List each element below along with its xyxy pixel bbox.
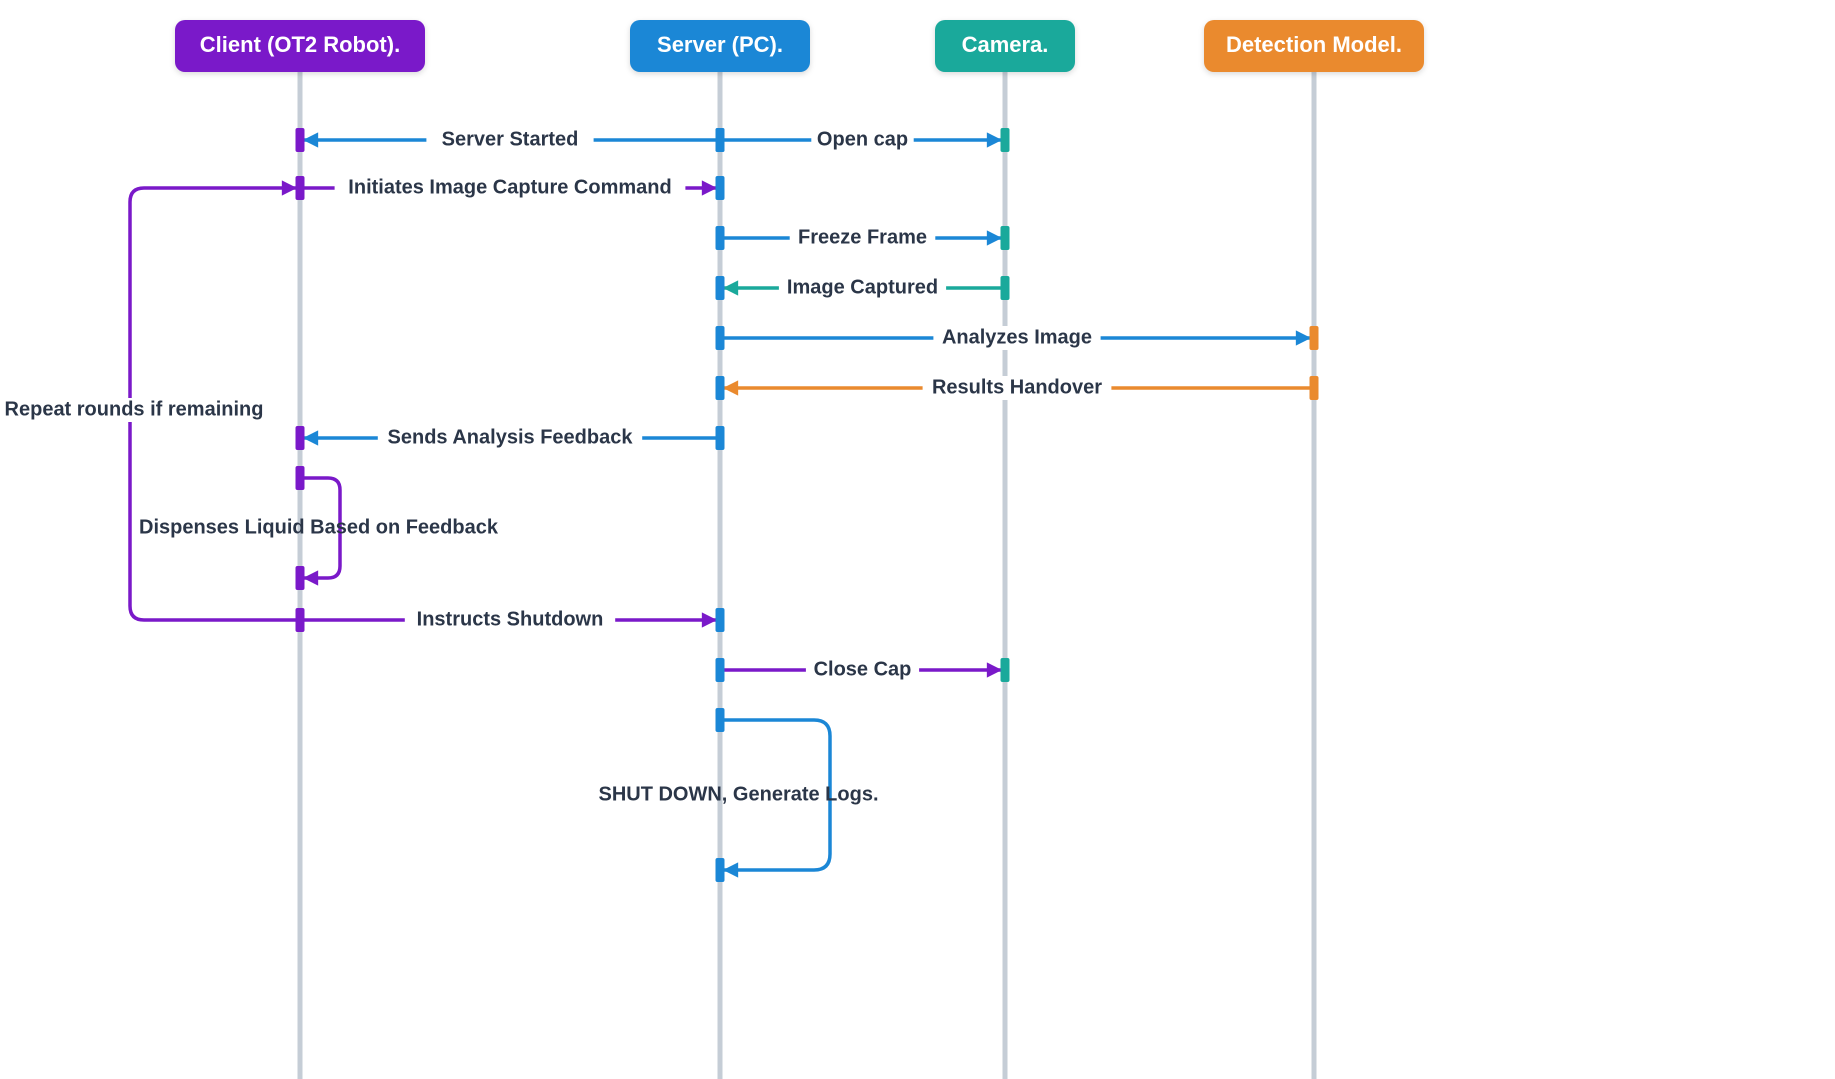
actor-label: Detection Model. — [1226, 32, 1402, 57]
activation-tick — [296, 128, 305, 152]
actor-client: Client (OT2 Robot). — [175, 20, 425, 72]
message-label: Server Started — [442, 128, 579, 150]
message-label: Open cap — [817, 128, 908, 150]
actor-camera: Camera. — [935, 20, 1075, 72]
activation-tick — [1001, 658, 1010, 682]
activation-tick — [716, 176, 725, 200]
activation-tick — [716, 426, 725, 450]
self-message-label: Dispenses Liquid Based on Feedback — [139, 516, 499, 538]
activation-tick — [1001, 128, 1010, 152]
activation-tick — [716, 226, 725, 250]
actor-server: Server (PC). — [630, 20, 810, 72]
self-message-label: SHUT DOWN, Generate Logs. — [598, 783, 878, 805]
activation-tick — [716, 608, 725, 632]
activation-tick — [1001, 276, 1010, 300]
message-label: Analyzes Image — [942, 326, 1092, 348]
actor-model: Detection Model. — [1204, 20, 1424, 72]
activation-tick — [716, 658, 725, 682]
actor-label: Server (PC). — [657, 32, 783, 57]
loop-back-label: Repeat rounds if remaining — [5, 398, 264, 420]
message-label: Freeze Frame — [798, 226, 927, 248]
activation-tick — [296, 566, 305, 590]
activation-tick — [1310, 326, 1319, 350]
activation-tick — [716, 708, 725, 732]
message-label: Image Captured — [787, 276, 938, 298]
message-label: Sends Analysis Feedback — [388, 426, 634, 448]
message-label: Instructs Shutdown — [417, 608, 604, 630]
message-label: Initiates Image Capture Command — [348, 176, 671, 198]
activation-tick — [296, 466, 305, 490]
activation-tick — [716, 376, 725, 400]
activation-tick — [716, 858, 725, 882]
sequence-diagram: Client (OT2 Robot). Server (PC). Camera. De… — [0, 0, 1835, 1079]
activation-tick — [296, 608, 305, 632]
activation-tick — [716, 128, 725, 152]
activation-tick — [1310, 376, 1319, 400]
actor-label: Client (OT2 Robot). — [200, 32, 400, 57]
activation-tick — [716, 276, 725, 300]
message-label: Close Cap — [814, 658, 912, 680]
activation-tick — [1001, 226, 1010, 250]
message-label: Results Handover — [932, 376, 1102, 398]
activation-tick — [716, 326, 725, 350]
activation-tick — [296, 176, 305, 200]
activation-tick — [296, 426, 305, 450]
actor-label: Camera. — [962, 32, 1049, 57]
